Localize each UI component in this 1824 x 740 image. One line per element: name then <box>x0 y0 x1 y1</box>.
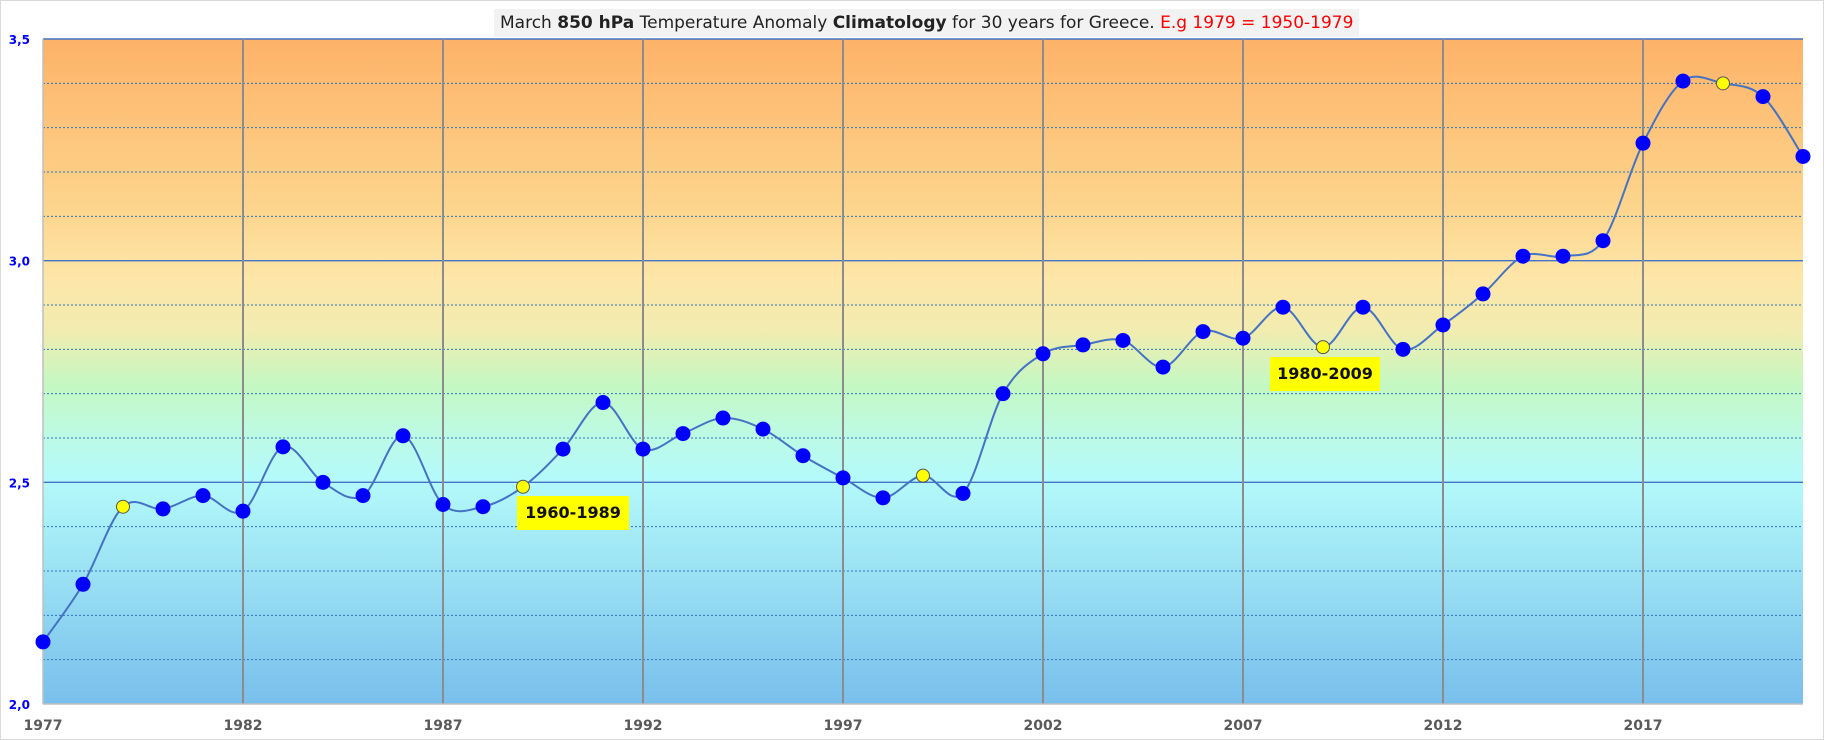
data-point <box>795 448 811 464</box>
data-point <box>875 490 891 506</box>
data-point <box>755 421 771 437</box>
y-tick-label: 3,0 <box>9 255 30 269</box>
data-point <box>1195 324 1211 340</box>
data-point <box>835 470 851 486</box>
x-tick-label: 2012 <box>1424 718 1463 734</box>
title-part: for 30 years for Greece. <box>946 13 1161 33</box>
data-point <box>1795 148 1811 164</box>
data-point <box>995 386 1011 402</box>
data-point <box>355 488 371 504</box>
x-tick-label: 1997 <box>824 718 863 734</box>
data-point <box>1635 135 1651 151</box>
plot-area <box>43 39 1803 704</box>
title-part: Climatology <box>832 13 947 33</box>
title-part: March <box>500 13 558 33</box>
x-tick-label: 2017 <box>1624 718 1663 734</box>
title-part: E.g 1979 = 1950-1979 <box>1160 13 1354 33</box>
title-part: Temperature Anomaly <box>634 13 833 33</box>
data-point <box>1355 299 1371 315</box>
data-point <box>1395 341 1411 357</box>
data-point <box>955 485 971 501</box>
x-tick-label: 1982 <box>224 718 263 734</box>
title-part: 850 hPa <box>557 13 635 33</box>
data-point <box>635 441 651 457</box>
data-point <box>1115 332 1131 348</box>
x-tick-label: 1977 <box>24 718 63 734</box>
data-point <box>275 439 291 455</box>
highlight-point <box>916 468 930 483</box>
data-point <box>395 428 411 444</box>
data-point <box>715 410 731 426</box>
data-point <box>555 441 571 457</box>
x-tick-label: 2007 <box>1224 718 1263 734</box>
y-tick-label: 2,5 <box>9 476 30 490</box>
annotation-label: 1980-2009 <box>1270 357 1380 391</box>
highlight-point <box>116 499 130 514</box>
data-point <box>235 503 251 519</box>
x-tick-label: 2002 <box>1024 718 1063 734</box>
data-point <box>1475 286 1491 302</box>
data-point <box>1515 248 1531 264</box>
data-point <box>675 426 691 442</box>
y-tick-label: 3,5 <box>9 33 30 47</box>
annotation-label: 1960-1989 <box>517 496 629 530</box>
y-tick-label: 2,0 <box>9 698 30 712</box>
chart-title: March 850 hPa Temperature Anomaly Climat… <box>494 9 1360 37</box>
data-point <box>1595 233 1611 249</box>
data-point <box>435 497 451 512</box>
data-point <box>475 499 491 515</box>
data-point <box>1155 359 1171 375</box>
data-point <box>1235 330 1251 346</box>
x-tick-label: 1992 <box>624 718 663 734</box>
data-point <box>1435 317 1451 333</box>
data-point <box>1755 89 1771 105</box>
data-point <box>35 634 51 650</box>
data-point <box>75 576 91 592</box>
data-point <box>1075 337 1091 353</box>
highlight-point <box>1716 76 1730 91</box>
highlight-point <box>1316 340 1330 355</box>
data-point <box>1275 299 1291 315</box>
data-point <box>1675 73 1691 89</box>
data-point <box>595 395 611 411</box>
data-point <box>315 474 331 490</box>
data-point <box>1555 248 1571 264</box>
data-point <box>195 488 211 504</box>
highlight-point <box>516 479 530 494</box>
data-point <box>1035 346 1051 362</box>
x-tick-label: 1987 <box>424 718 463 734</box>
data-point <box>155 501 171 517</box>
